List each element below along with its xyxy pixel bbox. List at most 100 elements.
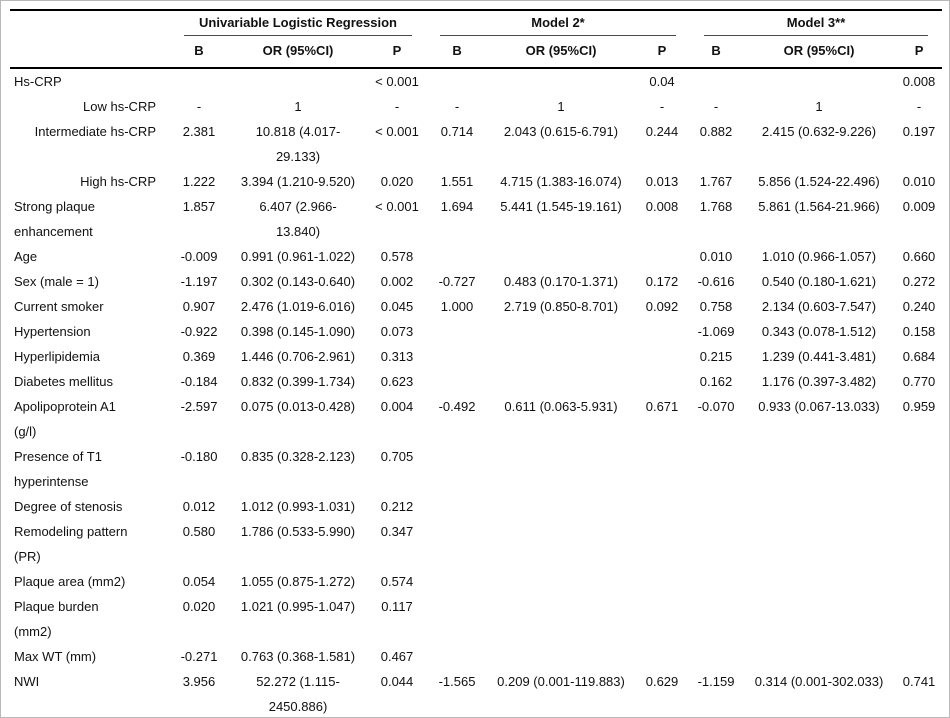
value-cell: 1 (557, 99, 565, 114)
value-cell: 0.272 (902, 274, 936, 289)
row-label: Degree of stenosis (14, 499, 123, 514)
group-header-row: Univariable Logistic Regression Model 2*… (10, 9, 943, 36)
value-cell (426, 519, 488, 569)
value-cell (742, 644, 896, 669)
value-cell (634, 319, 690, 344)
value-cell: 1.055 (0.875-1.272) (240, 574, 356, 589)
group-model2-label: Model 2* (440, 12, 677, 36)
table-row: Hyperlipidemia 0.369 1.446 (0.706-2.961) 0.… (10, 344, 942, 369)
value-cell: - (713, 99, 719, 114)
value-cell: < 0.001 (375, 124, 419, 139)
group-model3: Model 3** (690, 9, 943, 36)
table-row: Current smoker 0.907 2.476 (1.019-6.016) 0.… (10, 294, 942, 319)
value-cell: -0.727 (438, 274, 476, 289)
value-cell: 0.671 (645, 399, 679, 414)
value-cell (426, 369, 488, 394)
value-cell (426, 344, 488, 369)
value-cell: 0.215 (699, 349, 733, 364)
value-cell: 0.020 (182, 599, 216, 614)
value-cell: 2.043 (0.615-6.791) (503, 124, 619, 139)
value-cell (488, 444, 634, 494)
value-cell: -0.070 (697, 399, 735, 414)
regression-results-table: Univariable Logistic Regression Model 2*… (10, 9, 943, 717)
value-cell (488, 519, 634, 569)
value-cell: 0.313 (380, 349, 414, 364)
value-cell: -0.184 (180, 374, 218, 389)
col-header-or: OR (95%CI) (742, 36, 897, 69)
value-cell (488, 594, 634, 644)
value-cell (634, 494, 690, 519)
value-cell: 0.882 (699, 124, 733, 139)
value-cell: -0.922 (180, 324, 218, 339)
value-cell (690, 644, 742, 669)
label-column-spacer (10, 9, 170, 36)
value-cell: -1.565 (426, 669, 489, 717)
value-cell: 1.694 (440, 199, 474, 214)
value-cell (896, 594, 942, 644)
value-cell: 0.010 (699, 249, 733, 264)
table-row: NWI 3.956 52.272 (1.115- 2450.886) 0.044 -1.… (10, 669, 943, 717)
col-header-or: OR (95%CI) (488, 36, 635, 69)
value-cell (690, 444, 742, 494)
value-cell: 52.272 (1.115- 2450.886) (228, 669, 368, 717)
value-cell: 0.054 (182, 574, 216, 589)
value-cell (742, 494, 896, 519)
value-cell (896, 444, 942, 494)
value-cell: 0.244 (645, 124, 679, 139)
row-label: Max WT (mm) (14, 649, 97, 664)
value-cell: 1.012 (0.993-1.031) (240, 499, 356, 514)
value-cell: -0.009 (180, 249, 218, 264)
value-cell: 0.212 (380, 499, 414, 514)
value-cell (426, 319, 488, 344)
row-label: Age (14, 249, 38, 264)
value-cell (896, 519, 942, 569)
table-row: Degree of stenosis 0.012 1.012 (0.993-1.03… (10, 494, 942, 519)
value-cell (634, 594, 690, 644)
row-label: Hyperlipidemia (14, 349, 100, 364)
value-cell: 1.551 (440, 174, 474, 189)
value-cell: 2.381 (182, 124, 216, 139)
value-cell: 0.343 (0.078-1.512) (761, 324, 877, 339)
value-cell: 0.611 (0.063-5.931) (504, 399, 618, 414)
value-cell: < 0.001 (375, 199, 419, 214)
table-row: Remodeling pattern (PR) 0.580 1.786 (0.533… (10, 519, 942, 569)
value-cell (426, 594, 488, 644)
col-header-b: B (426, 36, 489, 69)
table-body: Hs-CRP < 0.001 0.04 0.008 Low hs-CRP -1- -1- -1… (10, 68, 943, 717)
value-cell: 2.415 (0.632-9.226) (761, 124, 877, 139)
value-cell: 0.574 (380, 574, 414, 589)
value-cell: - (196, 99, 202, 114)
value-cell: 6.407 (2.966- 13.840) (259, 199, 337, 239)
value-cell: - (659, 99, 665, 114)
value-cell: 0.073 (380, 324, 414, 339)
value-cell: 2.719 (0.850-8.701) (503, 299, 619, 314)
value-cell: 0.008 (645, 199, 679, 214)
value-cell: 0.010 (902, 174, 936, 189)
value-cell: 5.856 (1.524-22.496) (758, 174, 880, 189)
col-header-p: P (896, 36, 943, 69)
value-cell: 0.209 (0.001-119.883) (488, 669, 635, 717)
value-cell: 0.705 (380, 449, 414, 464)
value-cell: 0.684 (902, 349, 936, 364)
value-cell (634, 569, 690, 594)
row-label: Diabetes mellitus (14, 374, 113, 389)
value-cell: < 0.001 (375, 74, 419, 89)
value-cell: 0.660 (902, 249, 936, 264)
value-cell: 0.012 (182, 499, 216, 514)
value-cell (742, 519, 896, 569)
value-cell: 5.441 (1.545-19.161) (500, 199, 622, 214)
value-cell: -0.180 (180, 449, 218, 464)
value-cell: - (916, 99, 922, 114)
value-cell: 0.540 (0.180-1.621) (761, 274, 877, 289)
row-label: Apolipoprotein A1 (g/l) (14, 399, 116, 439)
value-cell: 0.197 (902, 124, 936, 139)
row-label: Hs-CRP (14, 74, 62, 89)
value-cell (170, 68, 228, 94)
value-cell: - (394, 99, 400, 114)
value-cell: -1.159 (690, 669, 743, 717)
row-label: Remodeling pattern (PR) (14, 524, 128, 564)
table-header: Univariable Logistic Regression Model 2*… (10, 9, 943, 69)
value-cell (426, 244, 488, 269)
value-cell (634, 344, 690, 369)
value-cell: 0.578 (380, 249, 414, 264)
